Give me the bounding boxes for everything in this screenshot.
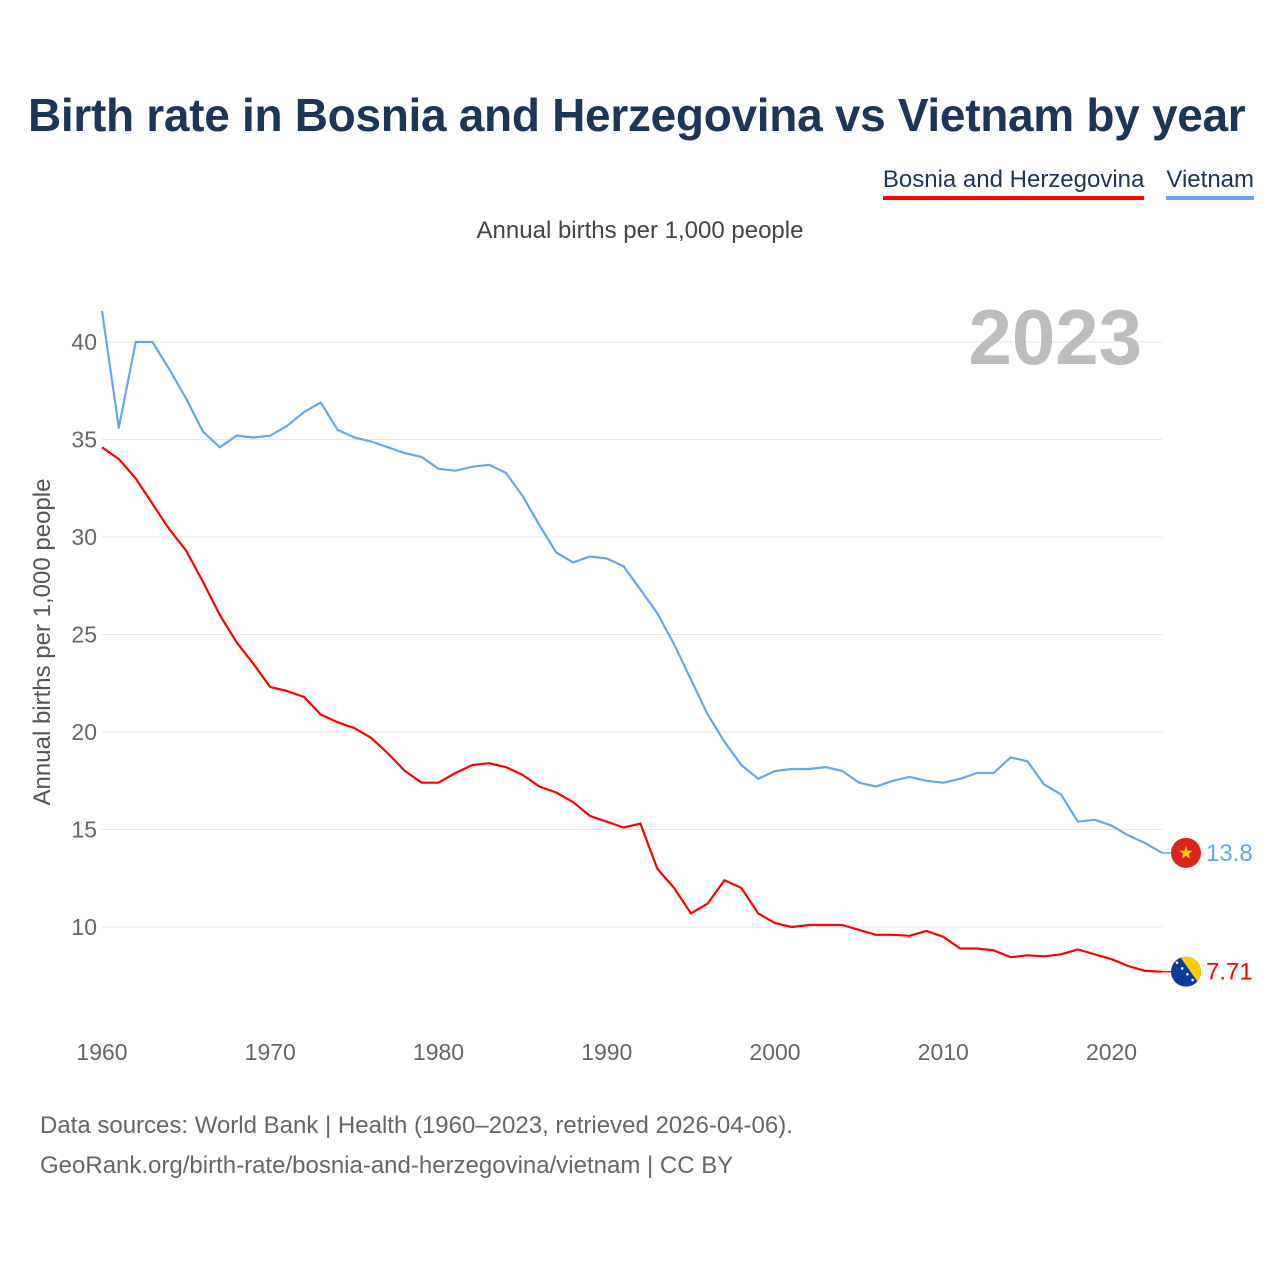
x-tick-label-1990: 1990 [581, 1039, 632, 1065]
y-axis-ticks: 10 15 20 25 30 35 40 [71, 329, 97, 940]
chart-subtitle: Annual births per 1,000 people [476, 217, 804, 244]
chart-title: Birth rate in Bosnia and Herzegovina vs … [28, 89, 1246, 141]
legend: Bosnia and Herzegovina Vietnam [882, 166, 1254, 200]
gridlines [102, 341, 1162, 928]
end-value-label-vietnam: 13.8 [1206, 840, 1253, 867]
source-note: Data sources: World Bank | Health (1960–… [40, 1106, 793, 1186]
source-line-1: Data sources: World Bank | Health (1960–… [40, 1112, 793, 1139]
series-lines [100, 310, 1163, 973]
end-value-label-bosnia-and-herzegovina: 7.71 [1206, 959, 1253, 986]
y-tick-label-20: 20 [71, 719, 97, 745]
y-axis-label: Annual births per 1,000 people [29, 479, 56, 806]
x-tick-label-1970: 1970 [245, 1039, 296, 1065]
y-tick-label-30: 30 [71, 524, 97, 550]
y-tick-label-25: 25 [71, 622, 97, 648]
x-tick-label-1960: 1960 [76, 1039, 127, 1065]
source-line-2: GeoRank.org/birth-rate/bosnia-and-herzeg… [40, 1152, 734, 1179]
x-tick-label-2010: 2010 [918, 1039, 969, 1065]
y-tick-label-40: 40 [71, 329, 97, 355]
x-tick-label-1980: 1980 [413, 1039, 464, 1065]
legend-item-vietnam[interactable]: Vietnam [1166, 166, 1254, 200]
bosnia-flag-icon [1171, 956, 1201, 987]
x-axis-ticks: 1960 1970 1980 1990 2000 2010 2020 [76, 1039, 1137, 1065]
year-watermark: 2023 [968, 293, 1142, 381]
y-tick-label-35: 35 [71, 427, 97, 453]
series-end-markers: 7.71 13.8 [1162, 837, 1253, 987]
x-tick-label-2020: 2020 [1086, 1039, 1137, 1065]
vietnam-flag-icon [1171, 837, 1201, 868]
series-line-bosnia-and-herzegovina [101, 446, 1163, 973]
y-tick-label-15: 15 [71, 817, 97, 843]
x-tick-label-2000: 2000 [749, 1039, 800, 1065]
y-tick-label-10: 10 [71, 914, 97, 940]
series-line-vietnam [100, 310, 1163, 854]
legend-item-bosnia-and-herzegovina[interactable]: Bosnia and Herzegovina [882, 166, 1145, 200]
